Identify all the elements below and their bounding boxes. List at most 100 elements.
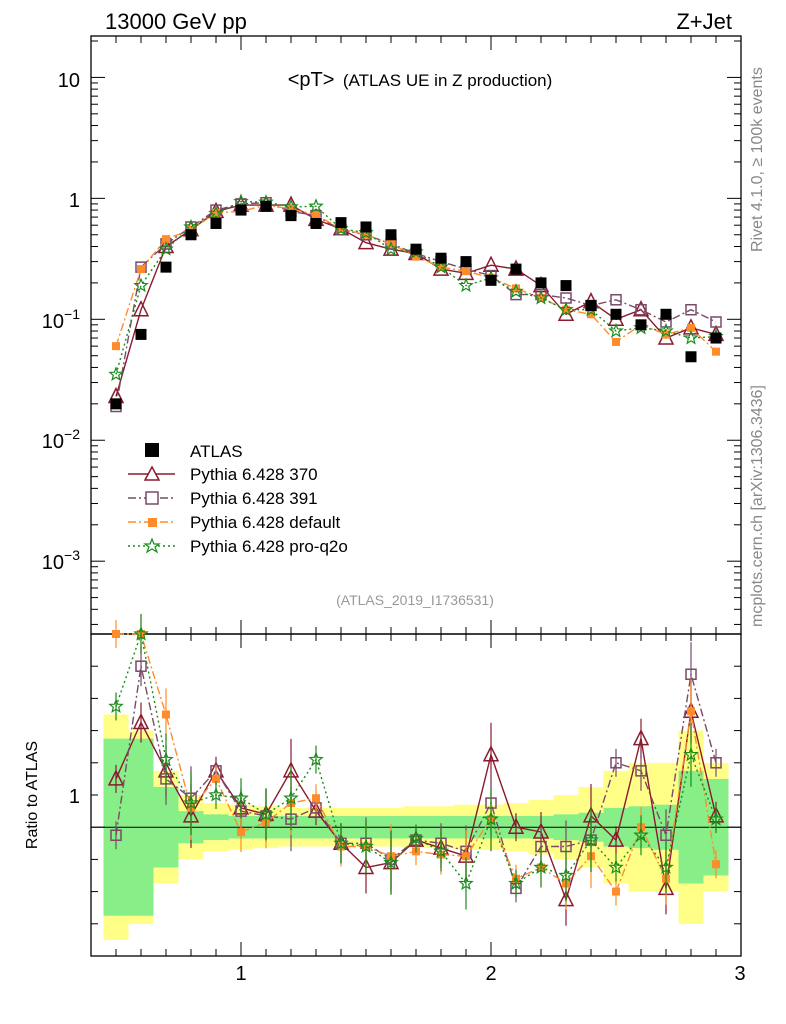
ratio-point-391: [610, 757, 622, 769]
legend-marker-391: [145, 491, 159, 505]
point-370: [132, 300, 150, 317]
point-default: [687, 323, 695, 332]
point-proq2o: [233, 193, 249, 209]
point-proq2o: [108, 366, 124, 382]
ratio-point-proq2o: [533, 859, 549, 875]
data-point-atlas: [535, 277, 547, 289]
data-point-atlas: [410, 243, 422, 255]
ratio-point-default: [612, 887, 620, 896]
ratio-point-proq2o: [133, 625, 149, 641]
ratio-point-proq2o: [233, 789, 249, 805]
ratio-point-391: [135, 660, 147, 672]
ratio-point-proq2o: [708, 810, 724, 826]
point-proq2o: [158, 241, 174, 256]
ytick-label-10: 10: [58, 70, 80, 92]
data-point-atlas: [585, 300, 597, 312]
ratio-point-proq2o: [108, 698, 124, 714]
ratio-point-370: [482, 745, 500, 762]
ratio-point-default: [312, 794, 320, 803]
data-point-atlas: [685, 351, 697, 363]
ratio-point-proq2o: [458, 875, 474, 891]
point-default: [462, 267, 470, 276]
data-point-atlas: [385, 229, 397, 241]
ratio-point-proq2o: [608, 859, 624, 875]
ratio-point-370: [632, 728, 650, 746]
data-point-atlas: [435, 252, 447, 264]
point-default: [562, 305, 570, 314]
point-370: [482, 255, 500, 272]
ratio-point-proq2o: [333, 835, 349, 850]
ratio-point-proq2o: [258, 806, 274, 821]
data-point-atlas: [560, 280, 572, 292]
ratio-point-default: [687, 707, 695, 716]
point-default: [162, 235, 170, 244]
point-391: [635, 303, 647, 316]
data-point-atlas: [235, 204, 247, 216]
plot-title: <pT> (ATLAS UE in Z production): [288, 69, 553, 91]
data-point-atlas: [185, 229, 197, 241]
data-point-atlas: [260, 200, 272, 212]
header-left: 13000 GeV pp: [105, 9, 247, 34]
legend-label-default: Pythia 6.428 default: [190, 513, 341, 532]
data-point-atlas: [460, 256, 472, 268]
point-proq2o: [433, 258, 449, 274]
ratio-point-370: [107, 769, 125, 786]
plot-title-sub: (ATLAS UE in Z production): [343, 71, 552, 90]
ratio-point-default: [162, 710, 170, 719]
point-proq2o: [283, 198, 299, 214]
point-proq2o: [608, 322, 624, 338]
ratio-point-370: [357, 857, 375, 875]
point-default: [362, 230, 370, 239]
ratio-point-proq2o: [683, 746, 699, 762]
point-default: [312, 210, 320, 219]
data-point-atlas: [285, 210, 297, 222]
ratio-ytick-1: 1: [69, 786, 80, 808]
legend-label-atlas: ATLAS: [190, 442, 243, 461]
point-default: [512, 284, 520, 293]
point-proq2o: [133, 277, 149, 293]
main-frame: [90, 35, 742, 635]
point-proq2o: [533, 289, 549, 305]
point-proq2o: [558, 301, 574, 317]
point-default: [587, 310, 595, 319]
ratio-point-370: [607, 830, 625, 847]
ratio-point-391: [710, 757, 722, 769]
ratio-point-default: [237, 828, 245, 837]
series-line-proq2o: [115, 200, 717, 375]
ratio-ylabel: Ratio to ATLAS: [24, 741, 41, 849]
ratio-point-proq2o: [183, 794, 199, 810]
ratio-point-proq2o: [308, 751, 324, 767]
axis-ticks: [91, 36, 742, 956]
legend: ATLAS Pythia 6.428 370 Pythia 6.428 391 …: [128, 442, 348, 556]
data-point-atlas: [160, 261, 172, 273]
point-proq2o: [683, 329, 699, 345]
ratio-point-proq2o: [558, 867, 574, 883]
data-point-atlas: [310, 217, 322, 229]
point-proq2o: [308, 198, 324, 213]
point-370: [357, 233, 375, 250]
point-default: [212, 208, 220, 217]
ratio-point-default: [212, 774, 220, 783]
data-point-atlas: [335, 217, 347, 229]
point-391: [710, 316, 722, 328]
data-point-atlas: [660, 308, 672, 320]
ratio-point-391: [685, 668, 697, 680]
legend-label-proq2o: Pythia 6.428 pro-q2o: [190, 537, 348, 556]
point-proq2o: [383, 241, 399, 256]
ratio-point-proq2o: [583, 831, 599, 847]
point-370: [632, 300, 650, 317]
rivet-label: Rivet 4.1.0, ≥ 100k events: [749, 67, 766, 252]
ratio-point-proq2o: [208, 786, 224, 802]
point-default: [412, 252, 420, 261]
point-391: [685, 303, 697, 316]
xtick-label-3: 3: [734, 963, 745, 985]
ratio-point-proq2o: [158, 751, 174, 767]
header-right: Z+Jet: [676, 9, 732, 34]
ratio-point-proq2o: [408, 830, 424, 846]
ratio-point-proq2o: [433, 843, 449, 858]
ratio-point-391: [660, 829, 672, 841]
ratio-point-391: [635, 765, 647, 777]
ratio-point-default: [712, 860, 720, 869]
ratio-point-proq2o: [483, 810, 499, 826]
data-point-atlas: [485, 274, 497, 286]
